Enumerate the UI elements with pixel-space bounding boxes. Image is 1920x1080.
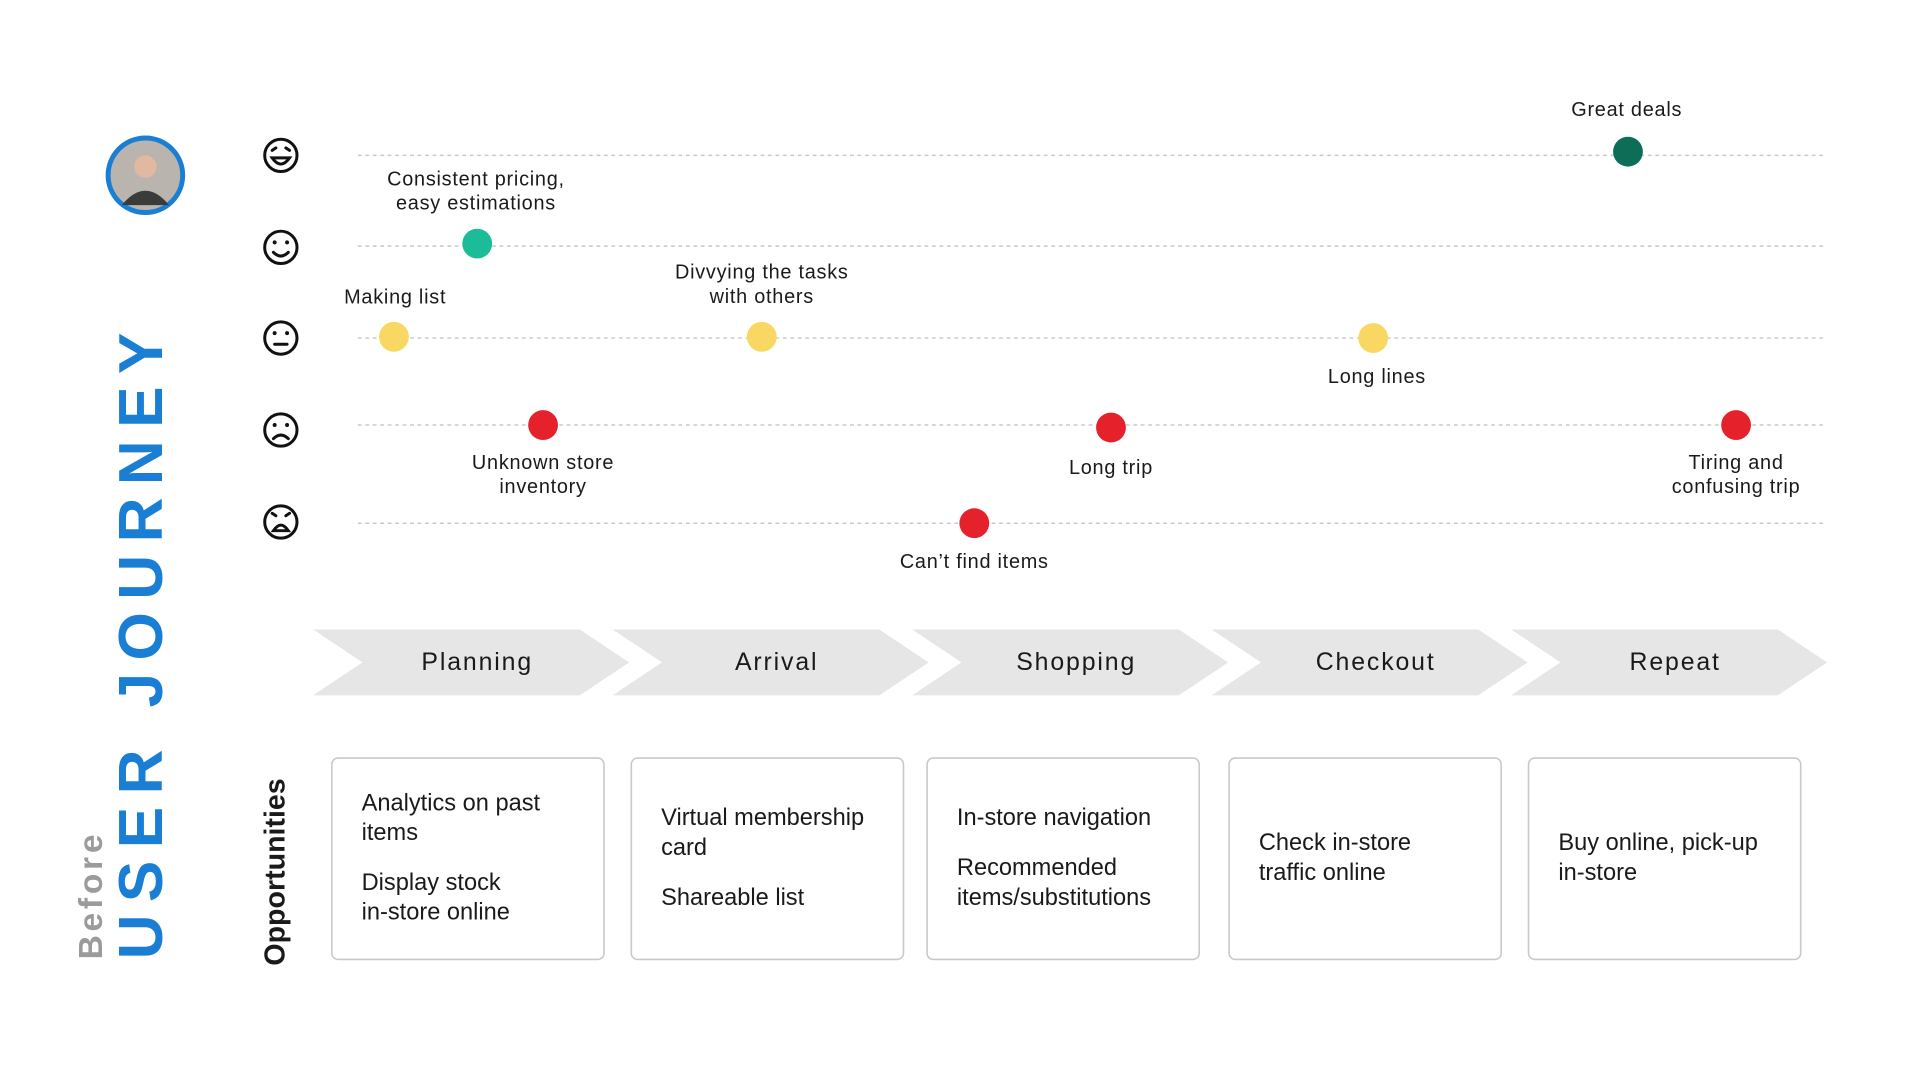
- point-label: Tiring and: [1689, 452, 1784, 474]
- opportunity-text: Analytics on past: [362, 790, 541, 816]
- point-label: Long trip: [1069, 457, 1153, 479]
- opportunity-text: Display stock: [362, 870, 501, 896]
- stage-chevron: [1498, 625, 1834, 700]
- journey-point: [1721, 410, 1751, 440]
- journey-point: [379, 321, 409, 352]
- point-label: Can’t find items: [900, 551, 1049, 573]
- opportunity-text: in-store: [1558, 860, 1637, 886]
- point-label: confusing trip: [1672, 476, 1801, 498]
- face-neutral: [263, 320, 299, 356]
- avatar-body: [121, 190, 170, 206]
- face-very-sad: [263, 504, 299, 540]
- opportunity-text: Check in-store: [1259, 830, 1411, 856]
- point-label: with others: [709, 286, 814, 308]
- journey-point: [1358, 323, 1389, 353]
- opportunity-text: Shareable list: [661, 885, 804, 911]
- stages: Planning Arrival Shopping Checkout Repeat: [300, 625, 1834, 700]
- opportunity-text: items: [362, 820, 418, 846]
- subtitle: Before: [73, 831, 110, 960]
- stage-chevron: [300, 625, 636, 700]
- stage-label: Repeat: [1630, 649, 1721, 676]
- point-label: Great deals: [1571, 99, 1682, 121]
- face-very-happy: [263, 137, 299, 174]
- opportunity-text: In-store navigation: [957, 805, 1151, 831]
- point-label: Unknown store: [472, 452, 614, 474]
- opportunity-text: in-store online: [362, 900, 510, 926]
- stage-chevron: [1199, 625, 1535, 700]
- point-label: inventory: [499, 476, 586, 498]
- stage-label: Checkout: [1316, 649, 1436, 676]
- face-happy: [263, 229, 299, 265]
- opportunity-box: [630, 757, 905, 961]
- journey-point: [959, 508, 990, 539]
- stage-chevron: [600, 625, 936, 700]
- opportunities-label: Opportunities: [260, 778, 292, 965]
- opportunity-text: traffic online: [1259, 860, 1386, 886]
- point-label: Long lines: [1328, 366, 1426, 388]
- grid-lines: [357, 154, 1825, 524]
- face-sad: [263, 412, 299, 448]
- journey-point: [1613, 136, 1643, 167]
- opportunity-box: [330, 757, 605, 961]
- point-label: Divvying the tasks: [675, 262, 849, 284]
- opportunity-text: card: [661, 835, 707, 861]
- point-label: easy estimations: [396, 193, 556, 215]
- opportunities: Analytics on past items Display stock in-st…: [330, 757, 1802, 961]
- emotion-scale: [263, 137, 299, 540]
- opportunity-text: Recommended: [957, 855, 1117, 881]
- point-label: Consistent pricing,: [387, 168, 565, 190]
- point-label: Making list: [344, 287, 446, 309]
- opportunity-text: Virtual membership: [661, 805, 864, 831]
- avatar-head: [134, 155, 157, 178]
- avatar: [105, 135, 186, 216]
- opportunity-text: Buy online, pick-up: [1558, 830, 1757, 856]
- opportunity-box: [1228, 757, 1503, 961]
- journey-point: [746, 321, 777, 352]
- title: USER JOURNEY: [107, 320, 176, 959]
- opportunity-box: [926, 757, 1201, 961]
- stage-label: Arrival: [735, 649, 818, 676]
- opportunity-text: items/substitutions: [957, 885, 1151, 911]
- stage-label: Planning: [421, 649, 533, 676]
- opportunity-box: [1527, 757, 1802, 961]
- journey-point: [1096, 412, 1126, 443]
- stage-label: Shopping: [1016, 649, 1136, 676]
- points: Making list Consistent pricing, easy estim…: [344, 99, 1800, 573]
- journey-point: [528, 410, 558, 440]
- journey-point: [462, 228, 493, 259]
- stage-chevron: [899, 625, 1235, 700]
